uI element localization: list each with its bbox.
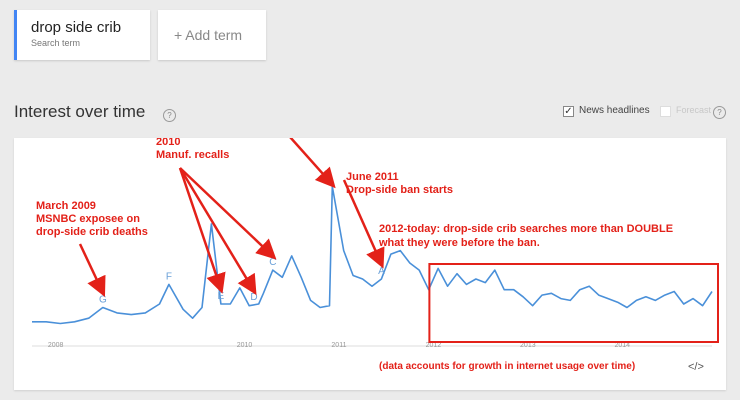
annotation-arrow [289,138,336,189]
news-headlines-label: News headlines [579,105,650,116]
x-tick-label: 2013 [520,342,536,349]
annotation-text: 2012-today: drop-side crib searches more… [379,223,673,235]
search-term-text: drop side crib [31,19,122,36]
annotation-text: June 2011 [346,171,399,183]
interest-chart: 2008 2010 2011 2012 2013 2014 G F E D C A March 2009… [32,138,719,372]
x-tick-label: 2011 [331,342,346,349]
news-marker-c[interactable]: C [269,257,276,268]
section-title: Interest over time [14,102,146,121]
chart-panel: 2008 2010 2011 2012 2013 2014 G F E D C A March 2009… [14,138,726,390]
search-term-card[interactable]: drop side crib Search term [14,10,150,60]
annotation-text: drop-side crib deaths [36,226,148,238]
annotation-arrow [178,167,226,294]
annotation-text: what they were before the ban. [378,237,540,249]
news-marker-e[interactable]: E [218,291,225,302]
annotation-text: March 2009 [36,200,96,212]
annotation-text: Manuf. recalls [156,149,229,161]
x-tick-label: 2010 [237,342,253,349]
series-line [32,185,713,325]
news-marker-f[interactable]: F [166,271,172,282]
forecast-label: Forecast [676,105,712,115]
news-headlines-checkbox[interactable]: ✓ [563,106,574,117]
annotation-arrow [178,167,257,296]
annotation-text: 2010 [156,138,180,148]
add-term-button[interactable]: + Add term [158,10,266,60]
x-tick-label: 2008 [48,342,64,349]
help-icon[interactable]: ? [163,109,176,122]
annotation-arrow [78,243,106,298]
footnote-text: (data accounts for growth in internet us… [379,361,635,372]
annotation-arrow [342,179,385,269]
forecast-help-icon[interactable]: ? [713,106,726,119]
annotation-arrow [179,167,277,260]
embed-icon[interactable]: </> [688,361,704,373]
search-term-caption: Search term [31,38,81,48]
annotation-text: Drop-side ban starts [346,184,453,196]
news-marker-a[interactable]: A [378,266,385,277]
highlight-box [428,263,719,343]
news-marker-d[interactable]: D [250,292,257,303]
x-tick-label: 2012 [426,342,442,349]
news-marker-g[interactable]: G [99,295,107,306]
forecast-checkbox[interactable] [660,106,671,117]
x-tick-label: 2014 [614,342,630,349]
annotation-text: MSNBC exposee on [36,213,140,225]
